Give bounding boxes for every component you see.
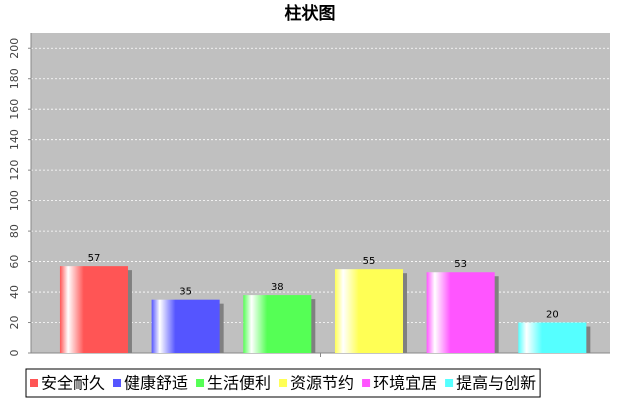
legend-label: 提高与创新 <box>456 374 536 393</box>
bar <box>151 299 220 353</box>
y-tick-label: 20 <box>8 316 21 330</box>
legend: 安全耐久 健康舒适 生活便利 资源节约 环境宜居 提高与创新 <box>25 368 541 398</box>
bar <box>243 295 312 353</box>
y-tick-label: 160 <box>8 99 21 120</box>
y-tick-label: 200 <box>8 38 21 59</box>
legend-label: 环境宜居 <box>373 374 437 393</box>
legend-marker <box>445 379 454 387</box>
legend-marker <box>196 379 205 387</box>
y-tick-label: 180 <box>8 68 21 89</box>
y-tick-label: 100 <box>8 190 21 211</box>
y-tick-label: 40 <box>8 285 21 299</box>
bar <box>59 266 128 353</box>
value-label: 57 <box>88 253 101 264</box>
legend-marker <box>113 379 122 387</box>
legend-marker <box>279 379 288 387</box>
y-tick-label: 80 <box>8 224 21 238</box>
chart-title: 柱状图 <box>285 3 336 24</box>
y-tick-label: 120 <box>8 160 21 181</box>
y-tick-label: 140 <box>8 129 21 150</box>
value-label: 53 <box>454 259 467 270</box>
value-label: 35 <box>179 287 192 298</box>
legend-label: 安全耐久 <box>41 374 105 393</box>
y-tick-label: 0 <box>8 350 21 357</box>
value-label: 55 <box>363 256 376 267</box>
legend-marker <box>30 379 38 387</box>
bar <box>426 272 495 353</box>
value-label: 38 <box>271 282 284 293</box>
legend-label: 生活便利 <box>207 374 271 393</box>
bar <box>334 269 403 353</box>
legend-marker <box>362 379 371 387</box>
legend-label: 健康舒适 <box>124 374 188 393</box>
legend-label: 资源节约 <box>290 374 354 393</box>
bar <box>518 322 587 353</box>
value-label: 20 <box>546 310 559 321</box>
y-tick-label: 60 <box>8 255 21 269</box>
